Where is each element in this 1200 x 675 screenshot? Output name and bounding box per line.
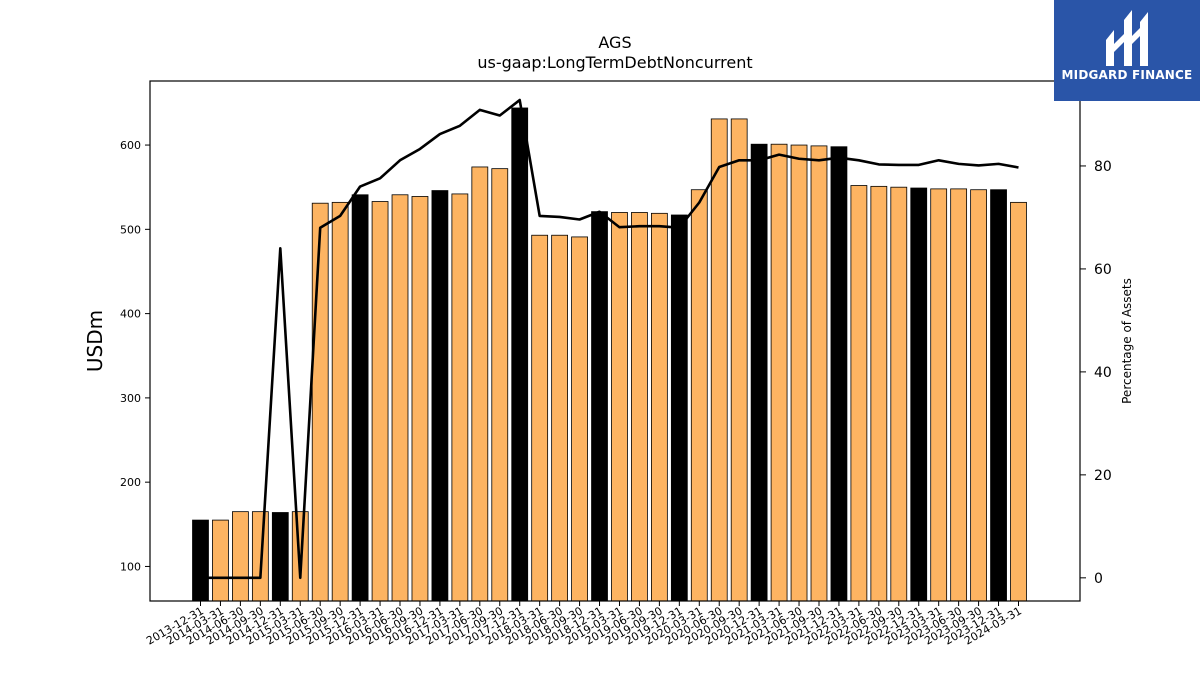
bar-2020-12-31 xyxy=(750,143,768,602)
y-tick-label: 200 xyxy=(120,476,141,489)
line-layer xyxy=(200,98,1019,580)
chart-subtitle: us-gaap:LongTermDebtNoncurrent xyxy=(477,53,752,72)
left-axis-ticks: 100 200 300 400 500 600 xyxy=(120,139,150,573)
bar-2023-09-30 xyxy=(970,189,987,602)
plot-frame xyxy=(149,80,1081,602)
midgard-logo-icon xyxy=(1106,10,1148,66)
bar-2021-09-30 xyxy=(810,145,828,602)
bar-2014-12-31 xyxy=(271,512,289,602)
chart-title: AGS xyxy=(598,33,631,52)
y-tick-label: 500 xyxy=(120,223,141,236)
y-tick-label: 100 xyxy=(120,560,141,573)
bar-2017-06-30 xyxy=(471,166,489,602)
bar-2016-09-30 xyxy=(411,196,429,602)
bar-2015-06-30 xyxy=(311,202,329,602)
bar-2019-12-31 xyxy=(670,214,688,602)
midgard-finance-logo: MIDGARD FINANCE xyxy=(1054,0,1200,101)
bar-2021-03-31 xyxy=(770,143,788,602)
bar-2013-12-31 xyxy=(192,519,209,602)
bar-2018-12-31 xyxy=(591,211,608,602)
bar-2019-09-30 xyxy=(651,212,668,602)
bar-2019-06-30 xyxy=(631,212,648,602)
bar-2014-06-30 xyxy=(232,511,249,602)
bar-2017-12-31 xyxy=(511,107,529,602)
bar-2023-03-31 xyxy=(930,188,948,602)
bar-2020-09-30 xyxy=(730,118,748,602)
bar-2017-03-31 xyxy=(451,193,469,602)
y-tick-label: 600 xyxy=(120,139,141,152)
y-axis-label: USDm xyxy=(83,310,107,372)
bar-2022-03-31 xyxy=(850,185,868,602)
bar-2023-12-31 xyxy=(990,189,1007,602)
y2-tick-label: 80 xyxy=(1094,159,1112,175)
right-axis-ticks: 0 20 40 60 80 xyxy=(1080,159,1112,587)
y2-tick-label: 40 xyxy=(1094,365,1112,381)
y-tick-label: 300 xyxy=(120,392,141,405)
y-tick-label: 400 xyxy=(120,308,141,321)
y2-tick-label: 0 xyxy=(1094,571,1103,587)
bar-2015-12-31 xyxy=(351,194,369,602)
bar-2014-03-31 xyxy=(212,519,229,602)
bar-2021-06-30 xyxy=(790,144,808,602)
bar-2024-03-31 xyxy=(1010,201,1027,602)
y2-axis-label: Percentage of Assets xyxy=(1120,278,1134,404)
bar-2015-09-30 xyxy=(331,201,349,602)
bar-2018-06-30 xyxy=(551,234,569,602)
bar-2020-06-30 xyxy=(710,118,728,602)
bar-2016-12-31 xyxy=(431,190,449,602)
y2-tick-label: 60 xyxy=(1094,262,1112,278)
bar-2016-06-30 xyxy=(391,194,409,602)
bar-2022-12-31 xyxy=(910,187,928,602)
bar-2020-03-31 xyxy=(690,189,708,602)
bar-2019-03-31 xyxy=(611,212,628,602)
bar-2021-12-31 xyxy=(830,146,848,602)
bar-2023-06-30 xyxy=(950,188,968,602)
bar-2018-03-31 xyxy=(531,234,549,602)
y2-tick-label: 20 xyxy=(1094,468,1112,484)
bars-layer xyxy=(192,107,1027,602)
bar-2017-09-30 xyxy=(491,168,509,602)
bar-2018-09-30 xyxy=(571,236,588,602)
x-axis-ticks: 2013-12-312014-03-312014-06-302014-09-30… xyxy=(144,601,1024,648)
bar-2022-06-30 xyxy=(870,185,888,602)
bar-2022-09-30 xyxy=(890,186,908,602)
percentage-of-assets-line xyxy=(200,98,1019,580)
bar-2016-03-31 xyxy=(371,201,389,602)
logo-text: MIDGARD FINANCE xyxy=(1061,68,1193,82)
